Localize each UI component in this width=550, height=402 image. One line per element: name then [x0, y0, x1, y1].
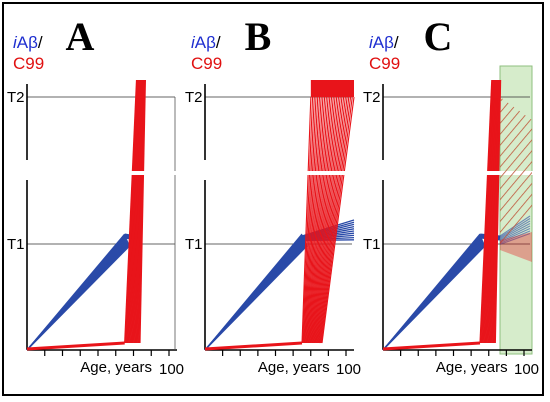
x-tick-label-100: 100	[159, 361, 184, 378]
y-axis-label-iabeta: iAβ/	[369, 33, 399, 52]
c99-trajectory	[494, 79, 502, 344]
c99-trajectory	[319, 96, 350, 344]
c99-decline-hatch	[500, 97, 532, 244]
c99-trajectory	[315, 96, 341, 344]
c99-top-block	[491, 80, 501, 98]
threshold-t2-label: T2	[363, 89, 381, 106]
threshold-t2-label: T2	[7, 89, 25, 106]
c99-trajectory	[311, 96, 333, 344]
c99-trajectory	[307, 96, 326, 344]
threshold-t1-label: T1	[7, 236, 25, 253]
c99-trajectory	[313, 96, 338, 344]
figure-frame	[2, 2, 544, 396]
c99-trajectory	[309, 96, 329, 344]
c99-baseline	[382, 341, 481, 351]
axis-break	[379, 171, 534, 175]
c99-trajectory	[303, 96, 317, 344]
x-tick-label-100: 100	[514, 361, 539, 378]
c99-trajectory	[304, 96, 319, 344]
threshold-t1-label: T1	[363, 236, 381, 253]
c99-trajectory	[320, 96, 353, 344]
y-axis-label-iabeta: iAβ/	[191, 33, 221, 52]
threshold-t1-label: T1	[185, 236, 203, 253]
panel-letter: B	[245, 14, 272, 59]
decline-band	[500, 232, 532, 262]
c99-trajectory	[303, 96, 315, 344]
c99-trajectory	[321, 96, 355, 344]
y-axis-label-c99: C99	[191, 54, 222, 73]
c99-trajectory	[314, 96, 340, 344]
c99-trajectory	[316, 96, 345, 344]
y-axis-label-c99: C99	[369, 54, 400, 73]
x-axis-label: Age, years	[436, 359, 508, 376]
y-axis-label-c99: C99	[13, 54, 44, 73]
iabeta-trajectory	[382, 245, 486, 351]
c99-trajectory	[302, 96, 314, 344]
c99-trajectory	[139, 79, 146, 344]
c99-trajectory	[308, 96, 327, 344]
iabeta-treated	[499, 232, 531, 245]
c99-trajectory	[306, 96, 322, 344]
c99-trajectory	[311, 96, 334, 344]
panel-letter: A	[66, 14, 95, 59]
c99-trajectory	[315, 96, 343, 344]
axis-break	[23, 171, 179, 175]
iabeta-trajectory	[204, 245, 308, 351]
c99-trajectory	[307, 96, 324, 344]
c99-trajectory	[318, 96, 348, 344]
c99-trajectory	[312, 96, 336, 344]
c99-baseline	[26, 341, 125, 351]
c99-trajectory	[301, 96, 312, 344]
c99-trajectory	[310, 96, 331, 344]
x-axis-label: Age, years	[258, 359, 330, 376]
c99-trajectory	[319, 96, 352, 344]
iabeta-treated	[499, 227, 531, 243]
iabeta-trajectory	[26, 245, 131, 351]
iabeta-treated	[499, 230, 531, 244]
x-tick-label-100: 100	[336, 361, 361, 378]
y-axis-label-iabeta: iAβ/	[13, 33, 43, 52]
panel-letter: C	[424, 14, 453, 59]
c99-top-block	[136, 80, 146, 98]
threshold-t2-label: T2	[185, 89, 203, 106]
c99-top-block	[310, 80, 354, 97]
axis-break	[201, 171, 356, 175]
c99-trajectory	[317, 96, 346, 344]
c99-baseline	[204, 341, 303, 351]
x-axis-label: Age, years	[80, 359, 152, 376]
c99-trajectory	[305, 96, 321, 344]
